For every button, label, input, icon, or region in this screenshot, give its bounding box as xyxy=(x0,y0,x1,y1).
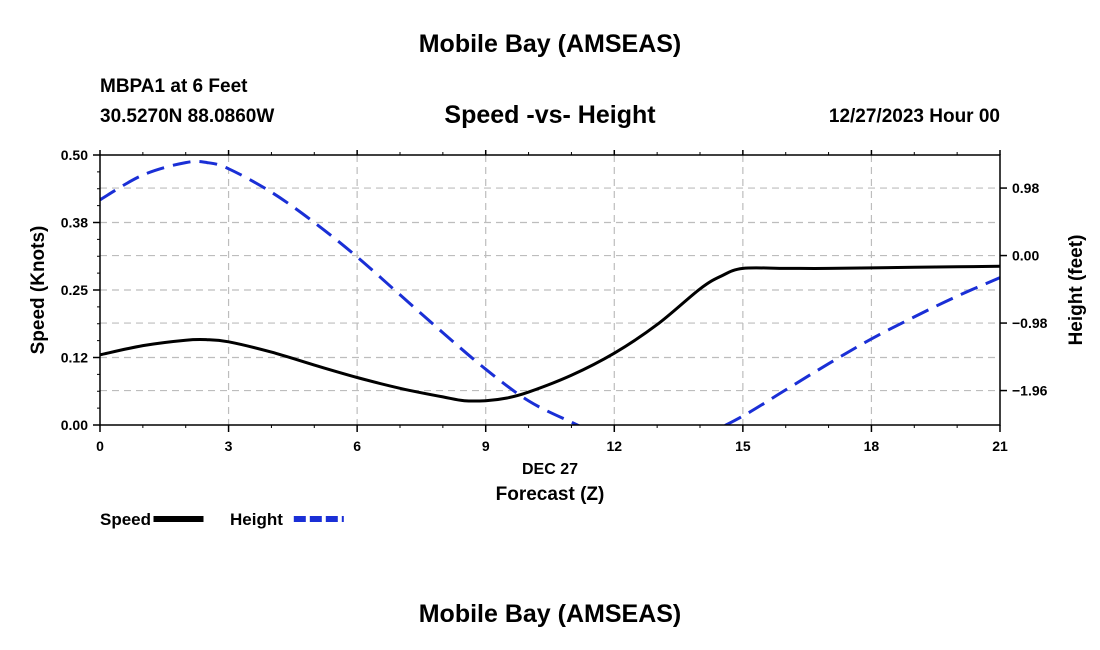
y2-tick-label: −0.98 xyxy=(1012,315,1048,331)
x-tick-label: 21 xyxy=(992,438,1008,454)
y-tick-label: 0.25 xyxy=(61,282,88,298)
legend-label-speed: Speed xyxy=(100,510,151,529)
x-tick-label: 18 xyxy=(864,438,880,454)
x-tick-label: 15 xyxy=(735,438,751,454)
y-tick-label: 0.12 xyxy=(61,350,88,366)
axes xyxy=(93,150,1007,432)
y2-tick-label: 0.00 xyxy=(1012,248,1039,264)
y-axis-title: Speed (Knots) xyxy=(28,226,49,355)
legend-label-height: Height xyxy=(230,510,283,529)
coordinates-label: 30.5270N 88.0860W xyxy=(100,106,275,127)
axis-labels: 0 3 6 9 12 15 18 21 0.00 0.12 0.25 0.38 0.50 0.98 0.00… xyxy=(28,147,1087,505)
legend: Speed Height xyxy=(100,510,344,529)
station-label: MBPA1 at 6 Feet xyxy=(100,76,248,97)
series-line-height xyxy=(100,159,1000,425)
x-tick-label: 6 xyxy=(353,438,361,454)
y2-axis-title: Height (feet) xyxy=(1066,235,1087,346)
y2-tick-label: −1.96 xyxy=(1012,383,1048,399)
x-tick-label: 0 xyxy=(96,438,104,454)
page-title: Mobile Bay (AMSEAS) xyxy=(418,30,682,58)
x-axis-title: Forecast (Z) xyxy=(496,484,605,505)
y-tick-label: 0.50 xyxy=(61,147,88,163)
series-layer xyxy=(100,159,1000,425)
x-date-label: DEC 27 xyxy=(522,461,578,478)
chart-title: Speed -vs- Height xyxy=(444,101,656,129)
series-line-speed xyxy=(100,264,1000,403)
y-tick-label: 0.00 xyxy=(61,417,88,433)
timestamp-label: 12/27/2023 Hour 00 xyxy=(828,106,1000,127)
footer-title: Mobile Bay (AMSEAS) xyxy=(418,600,682,628)
y-tick-label: 0.38 xyxy=(61,215,88,231)
x-tick-label: 12 xyxy=(606,438,622,454)
grid xyxy=(100,155,1000,425)
x-tick-label: 9 xyxy=(482,438,490,454)
x-tick-label: 3 xyxy=(225,438,233,454)
y2-tick-label: 0.98 xyxy=(1012,180,1039,196)
